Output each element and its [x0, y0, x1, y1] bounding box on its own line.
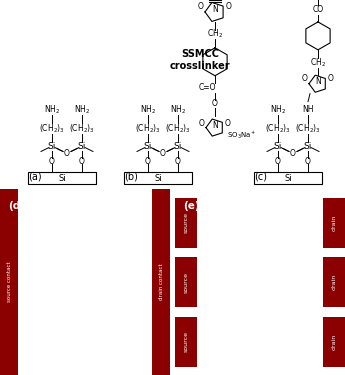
Text: (e): (e) — [183, 201, 199, 211]
Bar — [28, 172, 96, 184]
Text: NH$_2$: NH$_2$ — [74, 104, 90, 116]
Text: NH: NH — [302, 105, 314, 114]
Text: N: N — [315, 77, 321, 86]
Text: NH$_2$: NH$_2$ — [270, 104, 286, 116]
Bar — [152, 189, 170, 375]
Text: O: O — [49, 157, 55, 166]
Text: drain contact: drain contact — [159, 264, 164, 300]
Text: CH$_2$: CH$_2$ — [207, 28, 223, 40]
Text: Si-NWs: Si-NWs — [52, 291, 101, 303]
Text: O: O — [198, 3, 204, 12]
Text: (a): (a) — [28, 171, 42, 182]
Text: Si: Si — [274, 142, 282, 151]
Text: O: O — [328, 74, 334, 83]
Text: drain: drain — [332, 333, 336, 350]
Text: Si: Si — [48, 142, 56, 151]
Text: NH$_2$: NH$_2$ — [170, 104, 186, 116]
Text: Si: Si — [284, 174, 292, 183]
Bar — [175, 198, 197, 248]
Text: O: O — [145, 157, 151, 166]
Text: O: O — [160, 149, 166, 158]
Text: source contact: source contact — [7, 262, 11, 303]
Bar — [124, 172, 192, 184]
Bar — [323, 257, 345, 307]
Text: Si: Si — [144, 142, 152, 151]
Text: Si: Si — [154, 174, 162, 183]
Text: source: source — [184, 331, 188, 352]
Text: O: O — [302, 74, 308, 83]
Bar — [175, 316, 197, 367]
Text: Si-NWs: Si-NWs — [257, 206, 290, 215]
Text: (CH$_2$)$_3$: (CH$_2$)$_3$ — [135, 122, 161, 135]
Text: (CH$_2$)$_3$: (CH$_2$)$_3$ — [265, 122, 291, 135]
Bar — [0, 189, 18, 375]
Text: O: O — [290, 149, 296, 158]
Text: O: O — [199, 119, 205, 128]
Text: O: O — [275, 157, 281, 166]
Text: SO$_3$Na$^+$: SO$_3$Na$^+$ — [227, 130, 257, 141]
Text: drain: drain — [332, 214, 336, 231]
Text: (c): (c) — [254, 171, 267, 182]
Text: Si: Si — [304, 142, 312, 151]
Text: NH$_2$: NH$_2$ — [140, 104, 156, 116]
Text: SSMCC
crosslinker: SSMCC crosslinker — [170, 49, 230, 70]
Text: (b): (b) — [124, 171, 138, 182]
Bar — [175, 257, 197, 307]
Text: O: O — [79, 157, 85, 166]
Text: (CH$_2$)$_3$: (CH$_2$)$_3$ — [69, 122, 95, 135]
Text: (CH$_2$)$_3$: (CH$_2$)$_3$ — [165, 122, 191, 135]
Text: C=O: C=O — [198, 83, 216, 92]
Text: Si-NWs: Si-NWs — [257, 266, 290, 274]
Text: O: O — [175, 157, 181, 166]
Text: (CH$_2$)$_3$: (CH$_2$)$_3$ — [39, 122, 65, 135]
Text: CO: CO — [313, 6, 324, 15]
Text: N: N — [212, 6, 218, 15]
Text: O: O — [225, 119, 231, 128]
Text: (d): (d) — [8, 201, 25, 211]
Bar — [254, 172, 322, 184]
Text: Si: Si — [174, 142, 182, 151]
Text: CH$_2$: CH$_2$ — [310, 57, 326, 69]
Text: drain: drain — [332, 274, 336, 290]
Text: source: source — [184, 212, 188, 233]
Text: O: O — [64, 149, 70, 158]
Text: source: source — [184, 272, 188, 292]
Text: O: O — [305, 157, 311, 166]
Text: Si-NWs: Si-NWs — [257, 325, 290, 334]
Bar — [323, 198, 345, 248]
Text: N: N — [212, 121, 218, 130]
Bar — [323, 316, 345, 367]
Text: NH$_2$: NH$_2$ — [44, 104, 60, 116]
Text: O: O — [212, 99, 218, 108]
Text: Si: Si — [58, 174, 66, 183]
Text: (CH$_2$)$_3$: (CH$_2$)$_3$ — [295, 122, 321, 135]
Text: O: O — [226, 3, 232, 12]
Text: Si: Si — [78, 142, 86, 151]
